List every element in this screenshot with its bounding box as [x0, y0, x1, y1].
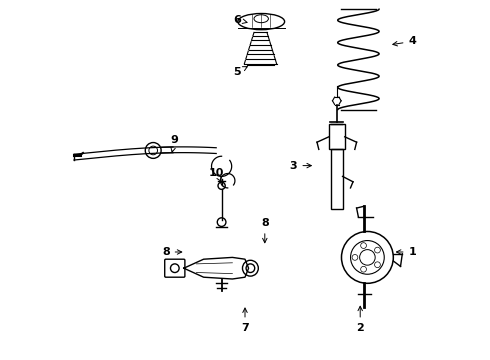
Text: 7: 7	[241, 308, 249, 333]
Text: 10: 10	[209, 168, 224, 181]
Text: 8: 8	[261, 218, 269, 243]
Text: 6: 6	[233, 15, 247, 25]
Text: 8: 8	[162, 247, 182, 257]
Text: 1: 1	[396, 247, 416, 257]
Text: 3: 3	[290, 161, 311, 171]
Text: 9: 9	[171, 135, 179, 152]
Text: 4: 4	[393, 36, 416, 46]
Text: 5: 5	[233, 67, 247, 77]
Text: 2: 2	[356, 306, 364, 333]
